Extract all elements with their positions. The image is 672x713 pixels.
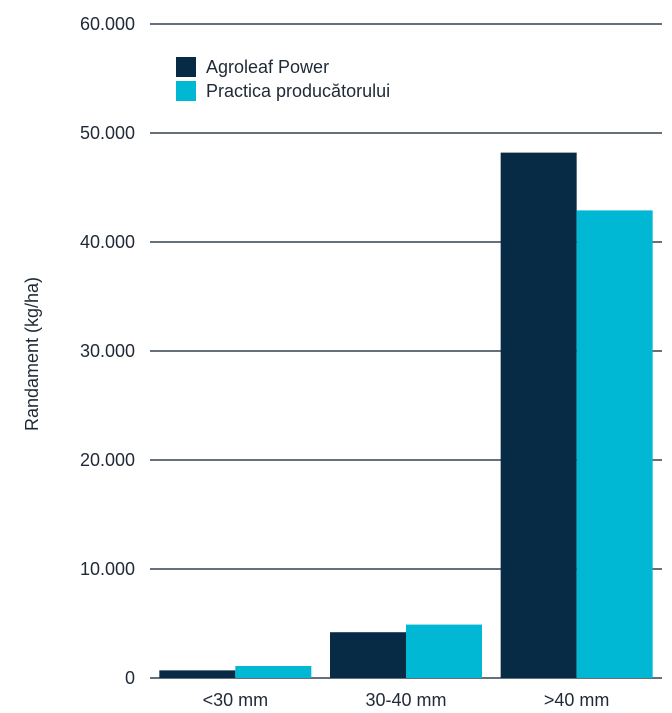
y-tick-label: 0	[125, 668, 135, 688]
bars	[159, 152, 653, 678]
legend-label: Practica producătorului	[206, 81, 390, 101]
bar-practica-producatorului	[576, 210, 653, 678]
legend-swatch	[176, 81, 196, 101]
bar-practica-producatorului	[235, 666, 312, 678]
gridlines	[150, 23, 662, 679]
y-tick-label: 50.000	[80, 123, 135, 143]
legend-label: Agroleaf Power	[206, 57, 329, 77]
x-tick-label: >40 mm	[544, 690, 610, 710]
x-tick-label: <30 mm	[203, 690, 269, 710]
bar-agroleaf-power	[500, 152, 577, 678]
y-axis-ticks: 0 10.000 20.000 30.000 40.000 50.000 60.000	[80, 14, 135, 688]
legend: Agroleaf Power Practica producătorului	[176, 57, 390, 101]
x-axis-ticks: <30 mm 30-40 mm >40 mm	[203, 690, 610, 710]
y-tick-label: 10.000	[80, 559, 135, 579]
legend-swatch	[176, 57, 196, 77]
y-axis-title: Randament (kg/ha)	[22, 277, 42, 431]
bar-practica-producatorului	[406, 624, 482, 678]
bar-agroleaf-power	[330, 632, 406, 678]
x-tick-label: 30-40 mm	[365, 690, 446, 710]
y-tick-label: 40.000	[80, 232, 135, 252]
bar-agroleaf-power	[159, 670, 236, 678]
y-tick-label: 60.000	[80, 14, 135, 34]
y-tick-label: 20.000	[80, 450, 135, 470]
y-tick-label: 30.000	[80, 341, 135, 361]
